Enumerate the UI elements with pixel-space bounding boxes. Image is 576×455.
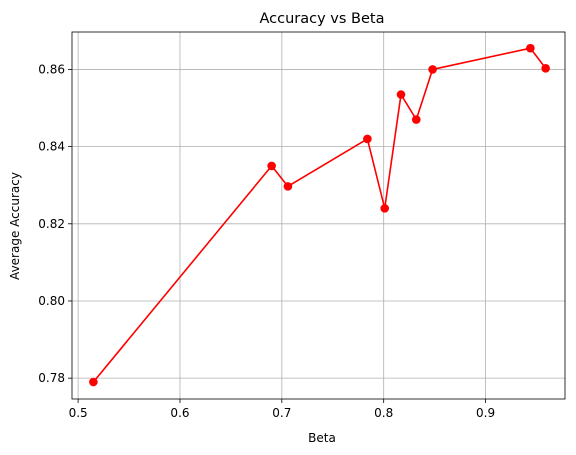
data-point <box>363 134 372 144</box>
y-axis-label: Average Accuracy <box>8 172 22 280</box>
chart-title: Accuracy vs Beta <box>260 11 385 27</box>
x-tick-label: 0.7 <box>272 406 291 420</box>
data-point <box>380 204 390 213</box>
data-point <box>283 182 293 191</box>
x-tick-label: 0.6 <box>170 406 189 420</box>
grid <box>72 32 565 399</box>
x-tick-label: 0.5 <box>69 406 88 420</box>
series-line <box>92 47 547 383</box>
plot-frame <box>71 31 566 400</box>
series-layer <box>89 43 550 387</box>
data-point <box>541 63 550 73</box>
data-point <box>267 161 276 171</box>
y-tick-label: 0.82 <box>38 217 65 231</box>
data-point <box>411 115 421 124</box>
x-axis-label: Beta <box>308 431 336 445</box>
y-tick-label: 0.80 <box>38 294 65 308</box>
x-axis: 0.5 0.6 0.7 0.8 0.9 <box>69 399 495 420</box>
data-point <box>89 377 98 387</box>
data-point <box>526 43 535 53</box>
y-axis: 0.78 0.80 0.82 0.84 0.86 <box>38 62 72 385</box>
x-tick-label: 0.8 <box>374 406 393 420</box>
x-tick-label: 0.9 <box>476 406 495 420</box>
y-tick-label: 0.84 <box>38 140 65 154</box>
data-point <box>428 65 437 74</box>
y-tick-label: 0.86 <box>38 62 65 76</box>
y-tick-label: 0.78 <box>38 371 65 385</box>
data-point <box>396 90 406 99</box>
